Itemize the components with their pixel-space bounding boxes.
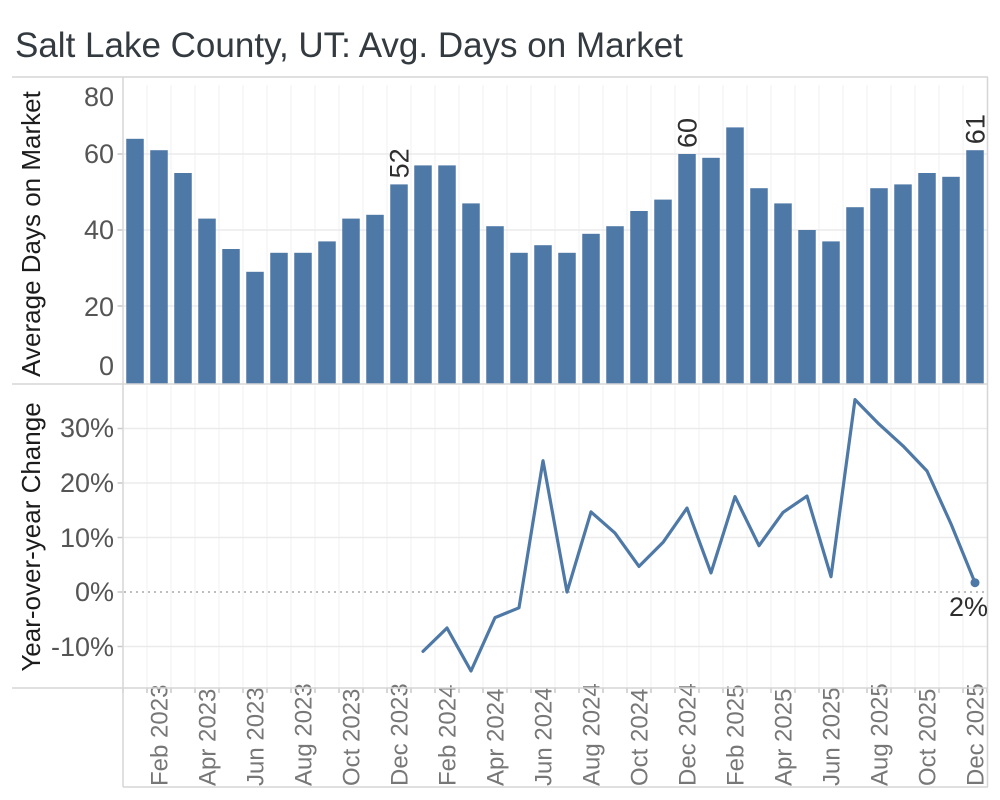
bar-sep-2025 bbox=[894, 184, 912, 384]
bar-value-label: 61 bbox=[961, 114, 991, 144]
y-tick-20pct: 20% bbox=[60, 468, 114, 498]
bar-panel-y-axis-title: Average Days on Market bbox=[16, 90, 46, 376]
bar-feb-2024 bbox=[438, 165, 456, 384]
bar-value-label: 60 bbox=[673, 118, 703, 148]
bar-oct-2025 bbox=[918, 173, 936, 384]
line-panel-y-axis-title: Year-over-year Change bbox=[16, 402, 46, 671]
bar-jun-2024 bbox=[534, 245, 552, 384]
bar-feb-2025 bbox=[726, 127, 744, 384]
bar-oct-2023 bbox=[342, 218, 360, 384]
x-tick-label: Jun 2025 bbox=[819, 687, 846, 786]
bar-jul-2025 bbox=[846, 207, 864, 384]
bar-apr-2023 bbox=[198, 218, 216, 384]
bar-sep-2024 bbox=[606, 226, 624, 384]
bar-jan-2023 bbox=[126, 138, 144, 384]
x-tick-label: Feb 2025 bbox=[723, 685, 750, 786]
bar-sep-2023 bbox=[318, 241, 336, 384]
bar-aug-2023 bbox=[294, 252, 312, 384]
x-tick-label: Aug 2023 bbox=[291, 683, 318, 786]
y-tick-30pct: 30% bbox=[60, 413, 114, 443]
bar-mar-2025 bbox=[750, 188, 768, 384]
y-tick-20: 20 bbox=[84, 292, 114, 322]
y-tick-40: 40 bbox=[84, 215, 114, 245]
bar-dec-2023 bbox=[390, 184, 408, 384]
x-tick-label: Dec 2024 bbox=[675, 683, 702, 786]
chart-title: Salt Lake County, UT: Avg. Days on Marke… bbox=[15, 26, 683, 65]
bar-may-2023 bbox=[222, 249, 240, 384]
x-tick-label: Jun 2024 bbox=[531, 687, 558, 786]
x-tick-label: Apr 2025 bbox=[771, 689, 798, 786]
bar-jan-2025 bbox=[702, 157, 720, 384]
x-tick-label: Feb 2023 bbox=[147, 685, 174, 786]
x-tick-label: Jun 2023 bbox=[243, 687, 270, 786]
x-tick-label: Oct 2023 bbox=[339, 689, 366, 786]
line-end-label: 2% bbox=[949, 592, 988, 622]
yoy-line bbox=[421, 398, 977, 673]
bar-mar-2023 bbox=[174, 173, 192, 384]
bar-value-label: 52 bbox=[385, 148, 415, 178]
x-tick-label: Dec 2025 bbox=[963, 683, 990, 786]
bar-may-2024 bbox=[510, 252, 528, 384]
bar-dec-2025 bbox=[966, 150, 984, 384]
x-tick-label: Oct 2025 bbox=[915, 689, 942, 786]
bar-jan-2024 bbox=[414, 165, 432, 384]
bar-jun-2025 bbox=[822, 241, 840, 384]
bar-nov-2025 bbox=[942, 176, 960, 384]
y-tick-80: 80 bbox=[84, 82, 114, 112]
y-tick-60: 60 bbox=[84, 139, 114, 169]
line-end-marker bbox=[970, 578, 980, 588]
bar-jul-2023 bbox=[270, 252, 288, 384]
x-tick-label: Aug 2025 bbox=[867, 683, 894, 786]
y-tick-neg10pct: -10% bbox=[51, 632, 114, 662]
x-tick-label: Feb 2024 bbox=[435, 685, 462, 786]
bar-may-2025 bbox=[798, 230, 816, 384]
bar-apr-2025 bbox=[774, 203, 792, 384]
x-tick-label: Apr 2023 bbox=[195, 689, 222, 786]
x-tick-label: Aug 2024 bbox=[579, 683, 606, 786]
bar-jul-2024 bbox=[558, 252, 576, 384]
bar-jun-2023 bbox=[246, 271, 264, 384]
bar-dec-2024 bbox=[678, 154, 696, 384]
bar-aug-2024 bbox=[582, 233, 600, 384]
x-tick-label: Dec 2023 bbox=[387, 683, 414, 786]
chart-canvas: 52 60 61 Feb 2023 Apr 2023 Jun 2023 Aug 2023 Oc… bbox=[12, 76, 991, 788]
bar-feb-2023 bbox=[150, 150, 168, 384]
bar-nov-2023 bbox=[366, 214, 384, 384]
x-tick-label: Apr 2024 bbox=[483, 689, 510, 786]
bar-nov-2024 bbox=[654, 199, 672, 384]
bar-oct-2024 bbox=[630, 211, 648, 384]
y-tick-0: 0 bbox=[99, 351, 114, 381]
bar-apr-2024 bbox=[486, 226, 504, 384]
y-tick-0pct: 0% bbox=[75, 577, 114, 607]
bar-mar-2024 bbox=[462, 203, 480, 384]
y-tick-10pct: 10% bbox=[60, 523, 114, 553]
x-tick-label: Oct 2024 bbox=[627, 689, 654, 786]
bar-aug-2025 bbox=[870, 188, 888, 384]
